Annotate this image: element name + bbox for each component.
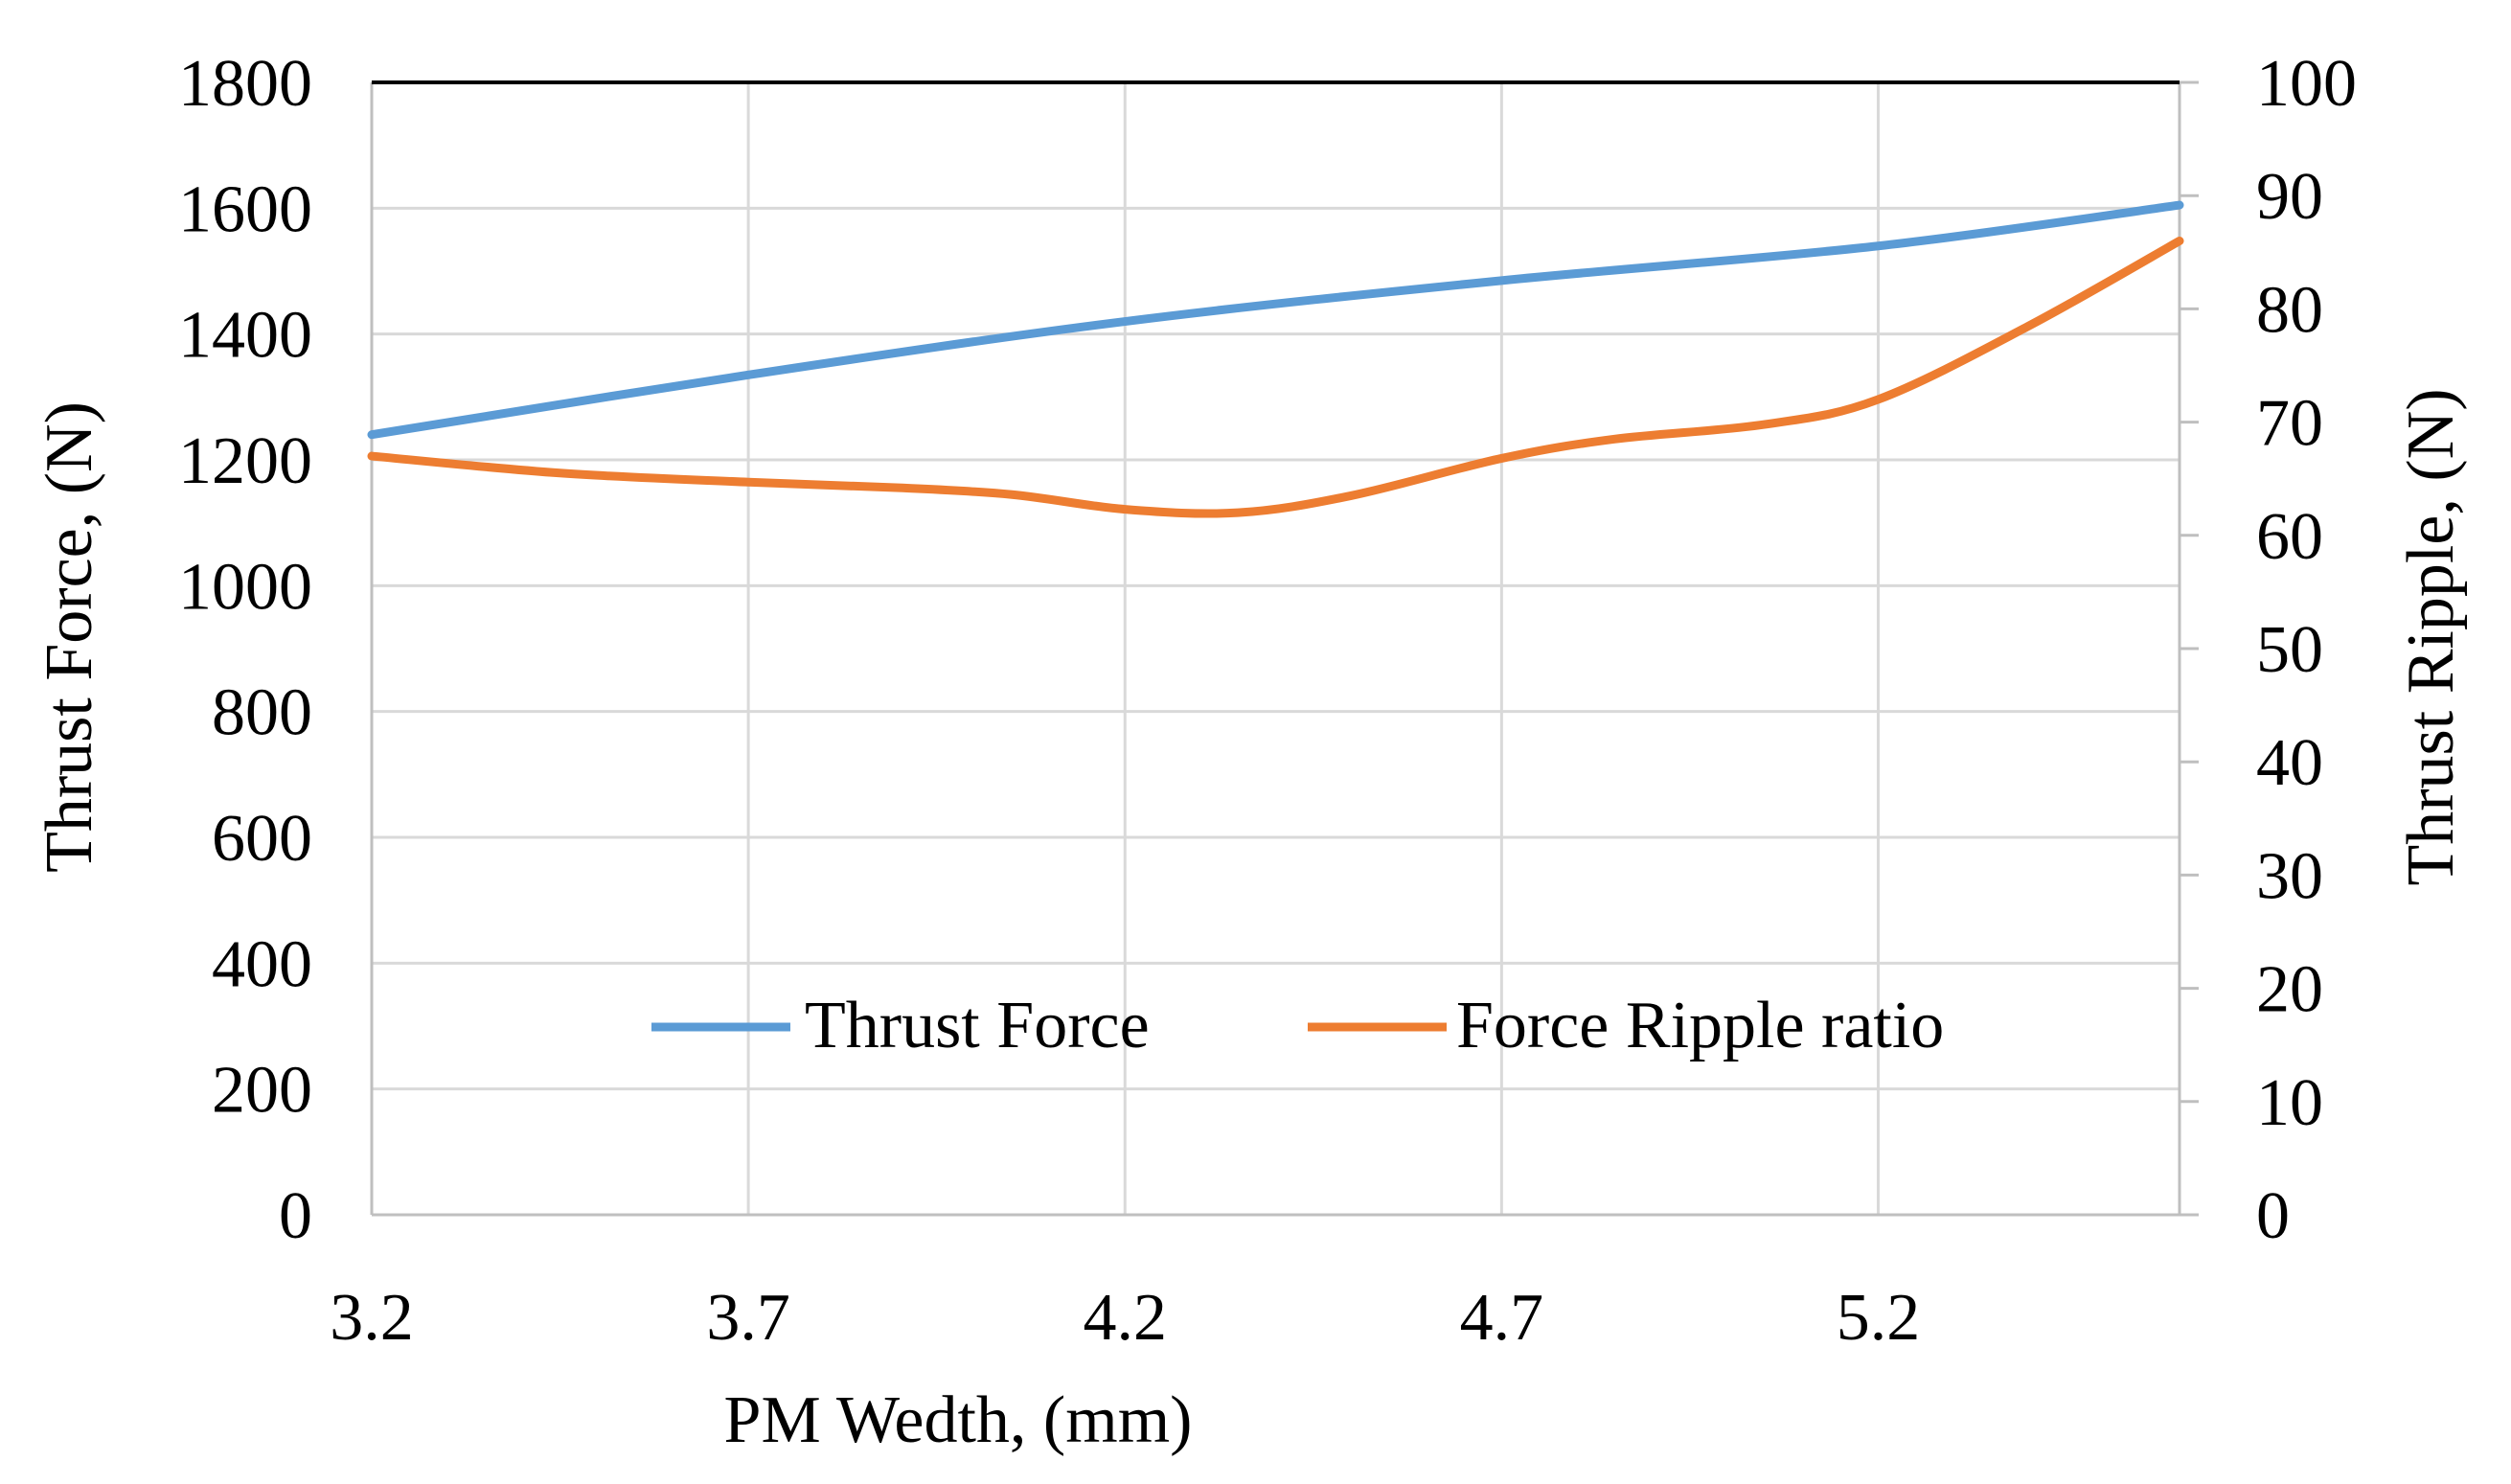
series-line-force-ripple-ratio [367,236,2184,518]
x-tick-label: 5.2 [1837,1281,1921,1355]
y-left-tick-label: 1800 [178,47,312,121]
y-axis-left-label: Thrust Force, (N) [33,401,106,873]
y-right-tick-label: 80 [2256,273,2323,347]
y-right-tick-label: 90 [2256,160,2323,234]
y-left-tick-label: 1600 [178,172,312,246]
x-axis-label: PM Wedth, (mm) [724,1383,1193,1457]
legend-label-force-ripple-ratio: Force Ripple ratio [1456,989,1944,1062]
y-left-tick-label: 1400 [178,299,312,373]
x-tick-label: 3.2 [330,1281,414,1355]
x-tick-label: 3.7 [706,1281,790,1355]
y-left-tick-label: 1200 [178,424,312,498]
y-right-tick-label: 70 [2256,387,2323,461]
legend: Thrust Force Force Ripple ratio [651,989,1944,1062]
y-left-tick-label: 600 [212,802,312,876]
legend-label-thrust-force: Thrust Force [805,989,1150,1062]
y-right-tick-label: 100 [2256,47,2357,121]
y-axis-right-label: Thrust Ripple, (N) [2394,388,2468,885]
y-left-tick-label: 1000 [178,550,312,624]
x-tick-label: 4.2 [1084,1281,1168,1355]
y-left-tick-label: 800 [212,676,312,750]
y-right-tick-label: 30 [2256,839,2323,913]
y-right-tick-label: 60 [2256,500,2323,574]
y-left-tick-label: 400 [212,927,312,1001]
y-left-tick-label: 0 [279,1179,312,1253]
series-layer [367,200,2184,518]
y-right-tick-label: 40 [2256,726,2323,800]
axes [370,80,2199,1217]
y-left-tick-label: 200 [212,1054,312,1128]
y-right-tick-label: 50 [2256,613,2323,687]
series-line-thrust-force [367,200,2184,440]
y-right-tick-label: 0 [2256,1179,2290,1253]
y-right-tick-label: 10 [2256,1066,2323,1140]
y-right-tick-label: 20 [2256,953,2323,1027]
x-tick-label: 4.7 [1460,1281,1544,1355]
